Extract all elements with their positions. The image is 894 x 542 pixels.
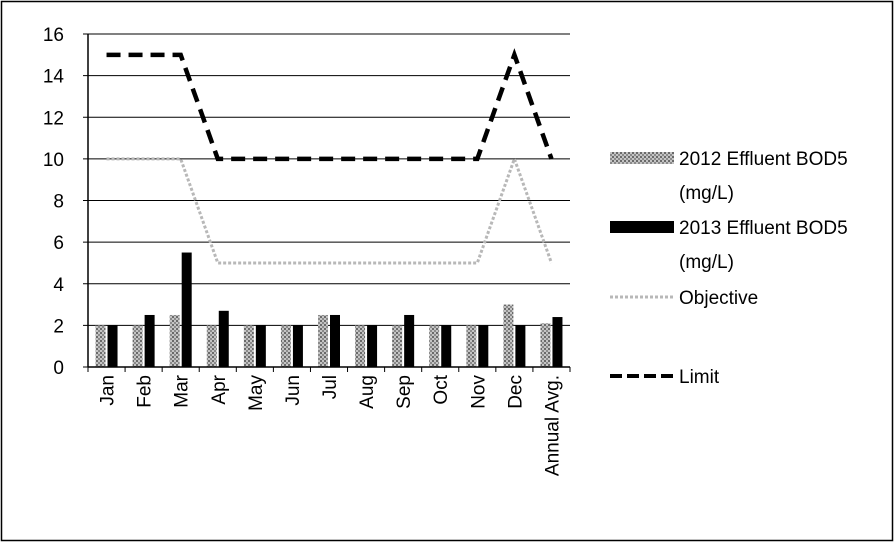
x-tick-label: Feb [135,375,156,408]
x-tick-label: Annual Avg. [542,375,563,476]
bar-2013 [144,314,155,367]
y-tick-label: 12 [43,108,64,129]
x-tick-label: Oct [431,374,452,404]
y-tick-label: 2 [53,316,64,337]
bar-2013 [218,310,229,367]
bar-2012 [132,325,143,367]
x-tick-label: Apr [209,374,230,404]
x-tick-label: Dec [505,375,526,409]
x-tick-label: Sep [394,375,415,409]
x-tick-label: Nov [468,375,489,409]
bar-2012 [169,314,180,367]
legend-label: (mg/L) [679,183,734,204]
legend-label: (mg/L) [679,252,734,273]
x-tick-label: May [246,375,267,411]
bar-2012 [466,325,477,367]
x-tick-label: Jan [98,375,119,406]
lines-layer [106,48,554,265]
y-tick-label: 10 [43,150,64,171]
bar-2012 [503,304,514,367]
objective-line [106,154,553,265]
legend-label: 2012 Effluent BOD5 [679,149,848,170]
legend: 2012 Effluent BOD5 (mg/L) 2013 Effluent BO… [610,149,848,388]
y-tick-label: 16 [43,25,64,46]
bar-2012 [206,325,217,367]
bar-2012 [355,325,366,367]
x-tick-label: Mar [172,374,193,407]
bars-layer [95,252,563,367]
x-axis-ticks: Jan Feb Mar Apr May Jun Jul Aug Sep Oct Nov Dec Annu… [87,367,571,476]
bar-2013 [292,325,303,367]
bar-2013 [255,325,266,367]
bar-2013 [181,252,192,367]
y-tick-label: 14 [43,67,65,88]
legend-swatch [610,221,674,233]
bar-2013 [330,314,340,367]
x-tick-label: Jul [320,375,341,399]
legend-label: Objective [679,288,758,309]
y-axis-ticks: 0 2 4 6 8 10 12 14 16 [43,25,88,379]
legend-swatch [610,152,674,164]
bar-2013 [552,317,563,367]
bar-2012 [392,325,403,367]
y-tick-label: 8 [53,192,64,213]
limit-line [106,48,554,162]
x-tick-label: Aug [357,375,378,409]
bar-2013 [515,325,526,367]
legend-label: 2013 Effluent BOD5 [679,218,848,239]
bar-2012 [243,325,254,367]
bar-2012 [429,325,440,367]
bar-2013 [441,325,452,367]
bar-2013 [404,314,415,367]
legend-label: Limit [679,367,720,388]
bar-2012 [95,325,106,367]
bar-2013 [367,325,378,367]
bar-2012 [318,314,328,367]
y-tick-label: 0 [53,358,64,379]
bar-2013 [107,325,118,367]
y-tick-label: 4 [53,275,64,296]
y-tick-label: 6 [53,233,64,254]
bar-2013 [478,325,489,367]
x-tick-label: Jun [283,375,304,406]
bar-2012 [280,325,291,367]
bar-2012 [540,323,551,367]
